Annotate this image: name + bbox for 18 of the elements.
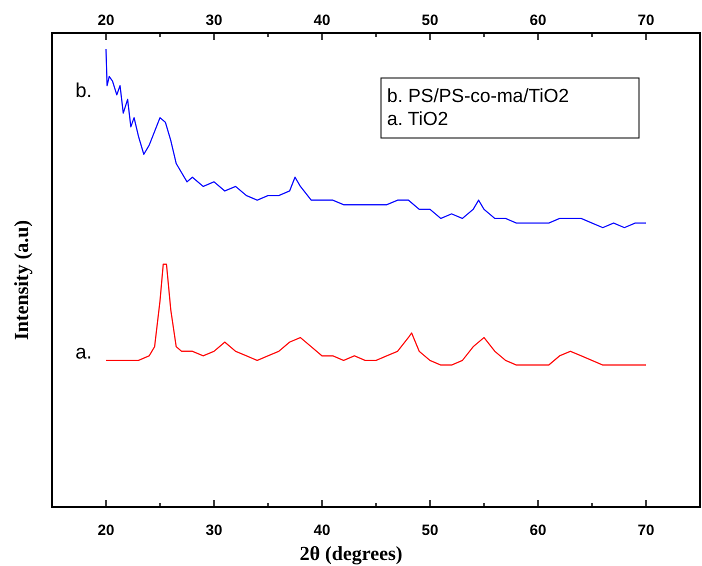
x2-tick-label: 30 (206, 12, 222, 29)
x-tick-label: 20 (98, 522, 114, 539)
series-label: a. (75, 341, 92, 364)
x-tick-label: 40 (314, 522, 330, 539)
x-tick-label: 60 (530, 522, 546, 539)
x-tick-label: 70 (638, 522, 654, 539)
x2-tick-label: 70 (638, 12, 654, 29)
x2-tick-label: 50 (422, 12, 438, 29)
annotation: b. PS/PS-co-ma/TiO2 (387, 86, 569, 107)
series-label: b. (75, 80, 92, 102)
x2-tick-label: 40 (314, 12, 330, 29)
x-tick-label: 30 (206, 522, 222, 539)
x-axis-title: 2θ (degrees) (300, 543, 402, 565)
x2-tick-label: 60 (530, 12, 546, 29)
x-tick-label: 50 (422, 522, 438, 539)
annotation: a. TiO2 (387, 109, 448, 130)
x2-tick-label: 20 (98, 12, 114, 29)
y-axis-title: Intensity (a.u) (11, 220, 33, 340)
